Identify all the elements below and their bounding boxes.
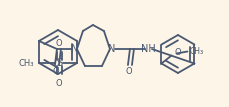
Text: O: O [56, 39, 62, 48]
Text: N: N [71, 44, 79, 54]
Text: O: O [56, 79, 62, 88]
Text: NH: NH [141, 44, 155, 54]
Text: S: S [56, 58, 62, 68]
Text: N: N [108, 44, 116, 54]
Text: O: O [126, 66, 132, 76]
Text: O: O [174, 48, 181, 57]
Text: CH₃: CH₃ [19, 59, 34, 68]
Text: CH₃: CH₃ [189, 47, 204, 56]
Text: O: O [53, 66, 59, 76]
